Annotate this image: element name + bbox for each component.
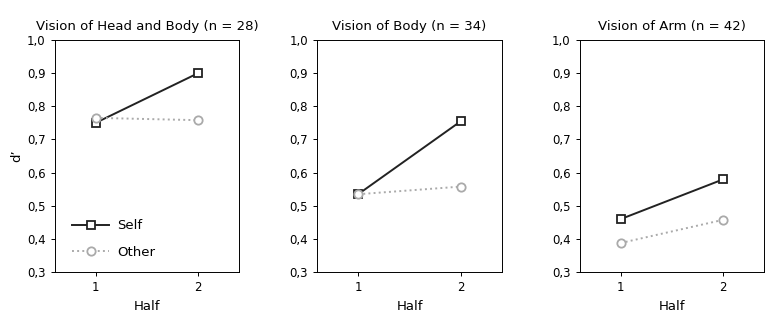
X-axis label: Half: Half — [134, 300, 160, 313]
Line: Other: Other — [616, 215, 728, 247]
Self — [456, 119, 466, 123]
Self — [91, 121, 101, 125]
Self — [193, 71, 203, 75]
Other — [353, 192, 363, 196]
Other — [718, 218, 728, 222]
Line: Other: Other — [354, 182, 465, 199]
Other — [193, 118, 203, 122]
Other — [456, 185, 466, 189]
Title: Vision of Body (n = 34): Vision of Body (n = 34) — [332, 20, 487, 33]
Line: Other: Other — [91, 114, 203, 124]
Self — [616, 217, 626, 221]
X-axis label: Half: Half — [396, 300, 423, 313]
Self — [353, 192, 363, 196]
X-axis label: Half: Half — [659, 300, 685, 313]
Other — [616, 241, 626, 245]
Title: Vision of Head and Body (n = 28): Vision of Head and Body (n = 28) — [36, 20, 258, 33]
Other — [91, 116, 101, 120]
Y-axis label: d’: d’ — [10, 150, 23, 162]
Self — [718, 177, 728, 181]
Title: Vision of Arm (n = 42): Vision of Arm (n = 42) — [598, 20, 746, 33]
Line: Self: Self — [354, 117, 465, 199]
Line: Self: Self — [616, 175, 728, 223]
Legend: Self, Other: Self, Other — [73, 219, 155, 259]
Line: Self: Self — [91, 69, 203, 127]
